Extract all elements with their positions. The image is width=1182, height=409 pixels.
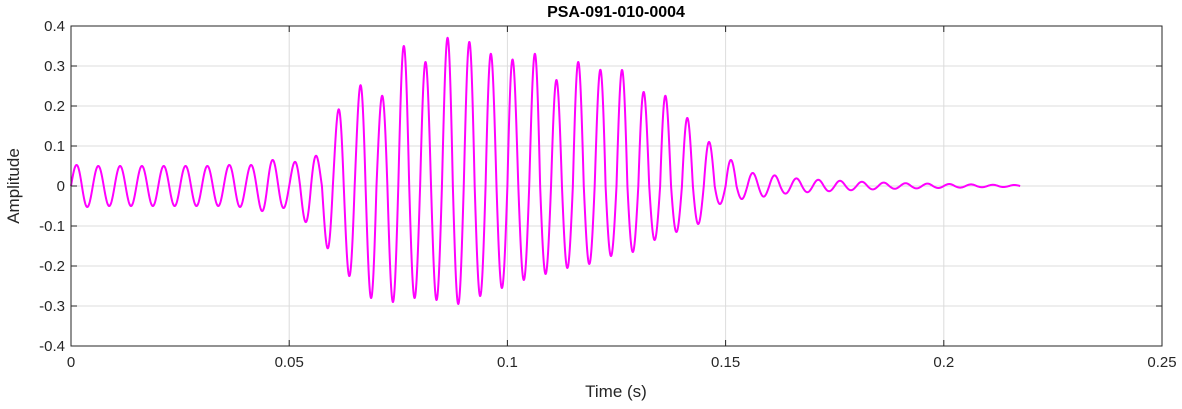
x-tick-label: 0.15: [711, 354, 740, 371]
x-tick-label: 0.2: [933, 354, 954, 371]
x-axis-label: Time (s): [585, 382, 647, 401]
y-axis-label: Amplitude: [4, 148, 23, 224]
y-tick-label: -0.1: [39, 218, 65, 235]
y-axis-ticks: 0.4 0.3 0.2 0.1 0 -0.1 -0.2 -0.3 -0.4: [39, 18, 1162, 355]
y-tick-label: -0.2: [39, 258, 65, 275]
x-axis-ticks: 0 0.05 0.1 0.15 0.2 0.25: [67, 26, 1177, 371]
grid-layer: [71, 26, 1162, 346]
x-tick-label: 0: [67, 354, 75, 371]
y-tick-label: 0.1: [44, 138, 65, 155]
chart-title: PSA-091-010-0004: [547, 4, 685, 21]
x-tick-label: 0.25: [1147, 354, 1176, 371]
signal-line: [70, 36, 1021, 305]
y-tick-label: 0.3: [44, 58, 65, 75]
y-tick-label: 0.2: [44, 98, 65, 115]
y-tick-label: 0: [57, 178, 65, 195]
y-tick-label: 0.4: [44, 18, 65, 35]
x-tick-label: 0.1: [497, 354, 518, 371]
y-tick-label: -0.3: [39, 298, 65, 315]
y-tick-label: -0.4: [39, 338, 65, 355]
x-tick-label: 0.05: [275, 354, 304, 371]
